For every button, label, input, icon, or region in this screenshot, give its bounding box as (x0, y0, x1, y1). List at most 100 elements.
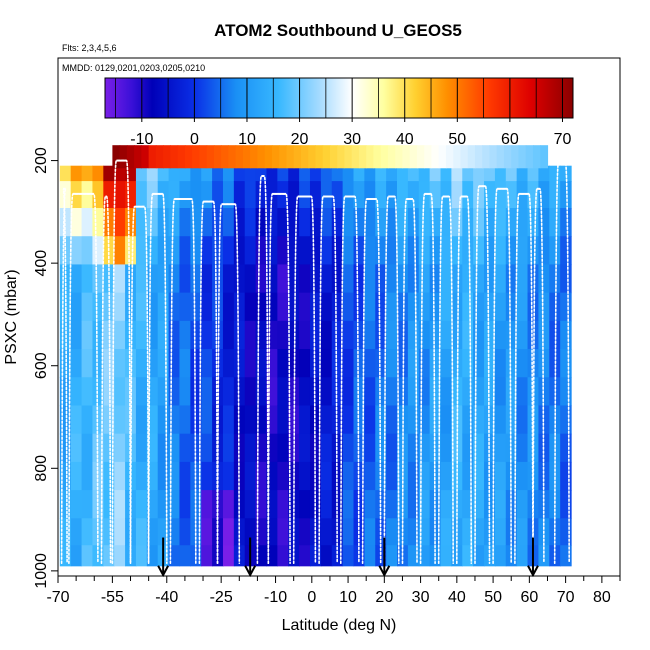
heatmap-cell (59, 377, 72, 407)
heatmap-cell (179, 490, 191, 519)
heatmap-cell (309, 208, 322, 237)
heatmap-cell (418, 349, 431, 378)
heatmap-cell (342, 264, 355, 294)
heatmap-cell (560, 433, 572, 463)
heatmap-cell (505, 292, 518, 322)
heatmap-cell (179, 208, 191, 237)
jet-strip-cell (431, 145, 440, 169)
heatmap-cell (364, 490, 376, 519)
heatmap-cell (135, 405, 148, 435)
heatmap-cell (353, 405, 365, 435)
heatmap-cell (244, 405, 257, 435)
heatmap-cell (386, 461, 398, 491)
x-tick-label: 50 (484, 589, 502, 606)
heatmap-cell (549, 264, 561, 294)
heatmap-cell (146, 165, 159, 182)
heatmap-cell (560, 292, 572, 322)
heatmap-cell (244, 461, 257, 491)
heatmap-cell (92, 405, 104, 435)
heatmap-cell (375, 292, 387, 322)
heatmap-cell (375, 433, 387, 463)
heatmap-cell (103, 433, 115, 463)
heatmap-cell (222, 236, 235, 266)
jet-strip-cell (170, 145, 179, 169)
heatmap-cell (407, 292, 420, 322)
heatmap-cell (70, 461, 83, 491)
jet-strip-cell (293, 145, 302, 169)
heatmap-cell (157, 518, 170, 546)
heatmap-cell (494, 461, 507, 491)
heatmap-cell (288, 264, 300, 294)
heatmap-cell (114, 181, 126, 209)
heatmap-cell (222, 181, 235, 209)
heatmap-cell (114, 545, 126, 567)
heatmap-cell (299, 461, 311, 491)
jet-strip-cell (271, 145, 280, 169)
heatmap-cell (484, 292, 496, 322)
heatmap-cell (505, 377, 518, 407)
heatmap-cell (353, 264, 365, 294)
heatmap-cell (288, 236, 300, 266)
heatmap-cell (473, 264, 485, 294)
heatmap-cell (266, 433, 278, 463)
heatmap-cell (418, 320, 431, 350)
heatmap-cell (473, 405, 485, 435)
y-tick-label: 800 (33, 455, 50, 482)
heatmap-cell (168, 405, 181, 435)
heatmap-cell (157, 377, 170, 407)
heatmap-cell (70, 236, 83, 266)
heatmap-cell (92, 349, 104, 378)
jet-strip-cell (112, 145, 121, 169)
heatmap-cell (146, 236, 159, 266)
heatmap-cell (157, 405, 170, 435)
heatmap-cell (407, 433, 420, 463)
heatmap-cell (462, 236, 474, 266)
x-tick-label: -10 (264, 589, 287, 606)
heatmap-cell (103, 320, 115, 350)
heatmap-cell (342, 181, 355, 209)
heatmap-cell (255, 518, 268, 546)
heatmap-cell (233, 405, 246, 435)
jet-strip-cell (351, 145, 360, 169)
heatmap-cell (255, 461, 268, 491)
heatmap-cell (277, 545, 289, 567)
heatmap-cell (222, 377, 235, 407)
heatmap-cell (418, 165, 431, 182)
heatmap-cell (364, 236, 376, 266)
jet-strip-cell (213, 145, 222, 169)
heatmap-cell (375, 377, 387, 407)
heatmap-cell (342, 165, 355, 182)
heatmap-cell (386, 236, 398, 266)
heatmap-cell (353, 349, 365, 378)
heatmap-cell (168, 208, 181, 237)
y-tick-label: 1000 (33, 553, 50, 589)
x-tick-label: 40 (448, 589, 466, 606)
heatmap-cell (212, 433, 224, 463)
heatmap-cell (429, 461, 442, 491)
jet-strip-cell (453, 145, 462, 169)
heatmap-cell (407, 405, 420, 435)
heatmap-cell (462, 264, 474, 294)
heatmap-cell (179, 292, 191, 322)
heatmap-cell (277, 208, 289, 237)
jet-strip-cell (199, 145, 208, 169)
heatmap-cell (407, 461, 420, 491)
jet-strip-cell (395, 145, 404, 169)
heatmap-cell (342, 292, 355, 322)
heatmap-cell (190, 545, 202, 567)
heatmap-cell (407, 349, 420, 378)
jet-strip-cell (228, 145, 237, 169)
heatmap-cell (320, 461, 333, 491)
heatmap-cell (407, 518, 420, 546)
heatmap-cell (462, 320, 474, 350)
heatmap-cell (397, 264, 409, 294)
heatmap-cell (244, 181, 257, 209)
heatmap-cell (386, 518, 398, 546)
jet-strip-cell (532, 145, 541, 169)
heatmap-cell (190, 165, 202, 182)
heatmap-cell (364, 518, 376, 546)
heatmap-cell (418, 264, 431, 294)
heatmap-cell (473, 433, 485, 463)
heatmap-cell (440, 320, 452, 350)
heatmap-cell (397, 181, 409, 209)
